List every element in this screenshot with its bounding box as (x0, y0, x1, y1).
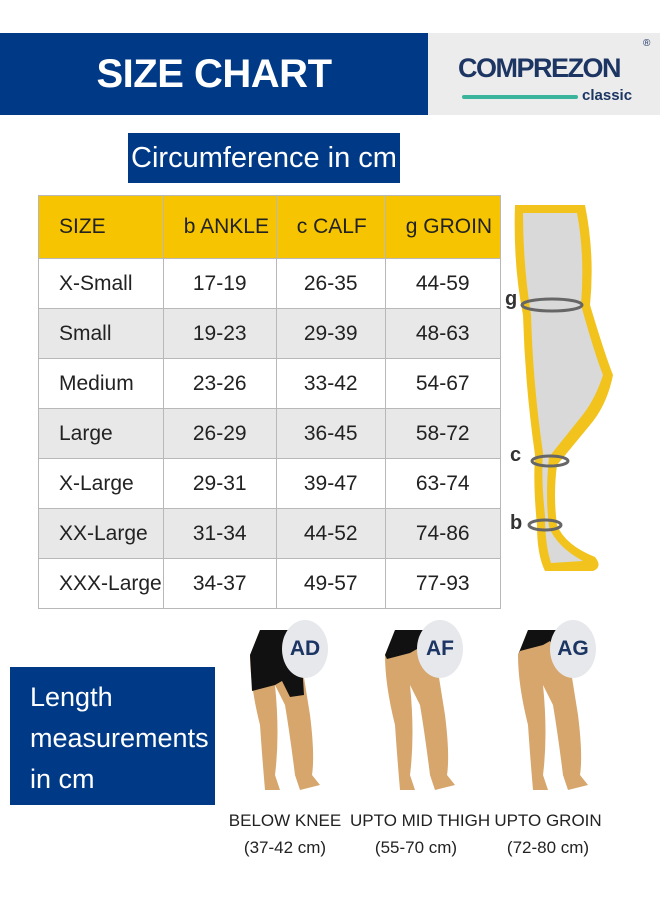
header-size: SIZE (38, 195, 164, 259)
size-cell: XXX-Large (38, 558, 164, 609)
groin-cell: 54-67 (384, 358, 501, 409)
calf-cell: 39-47 (275, 458, 386, 509)
ankle-cell: 26-29 (162, 408, 277, 459)
calf-cell: 44-52 (275, 508, 386, 559)
length-option-range: (55-70 cm) (374, 838, 458, 857)
brand-underline (462, 95, 578, 99)
length-option-range: (37-42 cm) (243, 838, 327, 857)
size-cell: Medium (38, 358, 164, 409)
circumference-heading: Circumference in cm (128, 133, 400, 183)
calf-cell: 26-35 (275, 258, 386, 309)
size-cell: Small (38, 308, 164, 359)
header-groin: g GROIN (384, 195, 501, 259)
ankle-ring-icon (527, 518, 563, 532)
ankle-cell: 29-31 (162, 458, 277, 509)
table-row: Large 26-29 36-45 58-72 (38, 408, 501, 459)
calf-cell: 33-42 (275, 358, 386, 409)
calf-cell: 29-39 (275, 308, 386, 359)
size-cell: Large (38, 408, 164, 459)
calf-cell: 36-45 (275, 408, 386, 459)
ankle-cell: 17-19 (162, 258, 277, 309)
brand-logo: COMPREZON (458, 53, 622, 83)
groin-cell: 77-93 (384, 558, 501, 609)
groin-ring-icon (520, 297, 584, 313)
groin-cell: 44-59 (384, 258, 501, 309)
header-ankle: b ANKLE (162, 195, 277, 259)
brand-subtitle: classic (582, 87, 633, 104)
code-badge: AD (282, 620, 328, 678)
table-row: XX-Large 31-34 44-52 74-86 (38, 508, 501, 559)
size-cell: X-Small (38, 258, 164, 309)
table-row: X-Small 17-19 26-35 44-59 (38, 258, 501, 309)
groin-cell: 74-86 (384, 508, 501, 559)
size-table: SIZE b ANKLE c CALF g GROIN X-Small 17-19… (38, 195, 501, 609)
table-header-row: SIZE b ANKLE c CALF g GROIN (38, 195, 501, 259)
calf-ring-icon (530, 454, 570, 468)
table-row: X-Large 29-31 39-47 63-74 (38, 458, 501, 509)
groin-cell: 58-72 (384, 408, 501, 459)
table-row: Medium 23-26 33-42 54-67 (38, 358, 501, 409)
length-line-2: measurements (30, 723, 209, 753)
brand-panel (428, 33, 660, 115)
size-cell: X-Large (38, 458, 164, 509)
length-line-1: Length (30, 682, 113, 712)
leg-measurement-diagram (514, 205, 613, 571)
size-cell: XX-Large (38, 508, 164, 559)
groin-cell: 63-74 (384, 458, 501, 509)
code-badge: AG (550, 620, 596, 678)
length-heading: Length measurements in cm (10, 667, 215, 805)
length-option-label: BELOW KNEE (228, 811, 342, 830)
page-title: SIZE CHART (0, 33, 428, 115)
calf-cell: 49-57 (275, 558, 386, 609)
length-option-label: UPTO GROIN (494, 811, 602, 830)
registered-mark: ® (643, 38, 651, 49)
ankle-cell: 23-26 (162, 358, 277, 409)
ankle-cell: 34-37 (162, 558, 277, 609)
length-option-range: (72-80 cm) (506, 838, 590, 857)
length-option-label: UPTO MID THIGH (350, 811, 491, 830)
ankle-cell: 31-34 (162, 508, 277, 559)
header-calf: c CALF (275, 195, 386, 259)
marker-c: c (510, 444, 522, 466)
code-badge: AF (417, 620, 463, 678)
table-row: XXX-Large 34-37 49-57 77-93 (38, 558, 501, 609)
table-row: Small 19-23 29-39 48-63 (38, 308, 501, 359)
ankle-cell: 19-23 (162, 308, 277, 359)
marker-g: g (505, 288, 518, 310)
groin-cell: 48-63 (384, 308, 501, 359)
length-line-3: in cm (30, 764, 95, 794)
marker-b: b (510, 512, 523, 534)
